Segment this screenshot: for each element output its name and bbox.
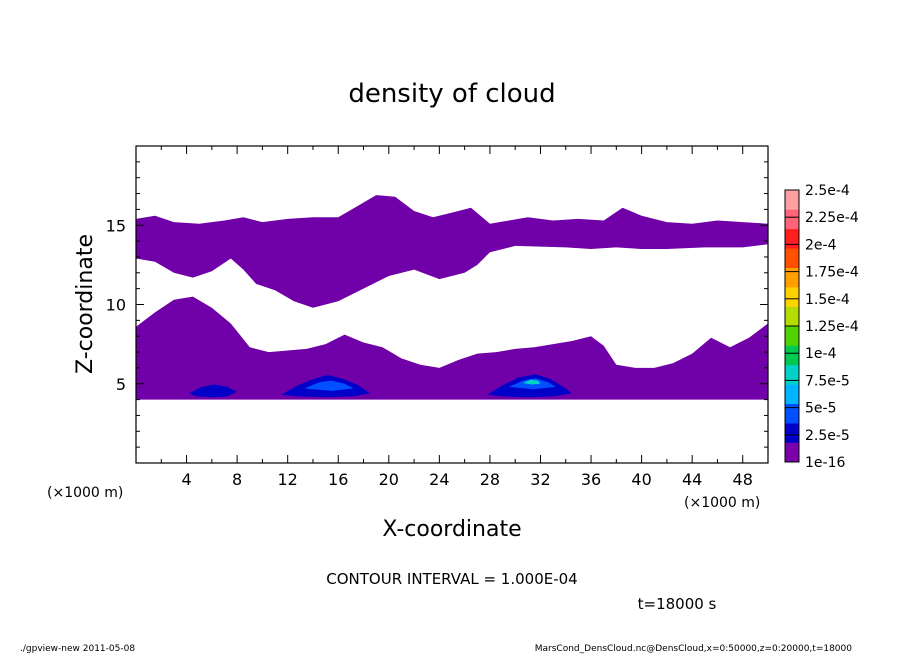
colorbar: 2.5e-4 2.25e-4 2e-4 1.75e-4 1.5e-4 1.25e-4 1e-…: [784, 183, 859, 471]
colorbar-label: 7.5e-5: [805, 373, 850, 389]
x-tick-label: 48: [733, 470, 753, 489]
colorbar-band: [785, 364, 799, 385]
x-tick-label: 24: [429, 470, 449, 489]
colorbar-label: 2e-4: [805, 237, 837, 253]
cloud-region-6: [304, 380, 354, 391]
x-tick-label: 4: [181, 470, 191, 489]
colorbar-label: 1e-16: [805, 455, 845, 471]
y-tick-label: 5: [116, 375, 126, 394]
x-tick-label: 40: [631, 470, 651, 489]
x-tick-label: 16: [328, 470, 348, 489]
plot-frame: [135, 145, 769, 464]
colorbar-band: [785, 326, 799, 346]
x-tick-label: 44: [682, 470, 702, 489]
y-axis-label: Z-coordinate: [73, 234, 98, 374]
colorbar-label: 2.5e-5: [805, 428, 850, 444]
cloud-region-3: [189, 384, 238, 398]
colorbar-label: 1.5e-4: [805, 292, 850, 308]
x-axis-ticks: 4 8 12 16 20 24 28 32 36 40 44 48: [160, 146, 753, 489]
colorbar-band: [785, 345, 799, 366]
x-tick-label: 20: [379, 470, 399, 489]
colorbar-label: 1.25e-4: [805, 319, 859, 335]
chart-title: density of cloud: [348, 79, 555, 109]
colorbar-band: [785, 403, 799, 424]
colorbar-band: [785, 423, 799, 443]
colorbar-label: 5e-5: [805, 401, 836, 417]
footer-left: ./gpview-new 2011-05-08: [20, 644, 135, 654]
colorbar-band: [785, 228, 799, 249]
x-unit-right: (×1000 m): [684, 495, 760, 511]
colorbar-label: 1.75e-4: [805, 265, 859, 281]
y-tick-label: 15: [106, 216, 126, 235]
cloud-region-8: [522, 379, 541, 385]
cloud-regions: [136, 195, 768, 400]
y-axis-ticks: 5 10 15: [106, 161, 768, 448]
colorbar-label: 2.25e-4: [805, 210, 859, 226]
x-axis-label: X-coordinate: [382, 517, 521, 542]
colorbar-label: 1e-4: [805, 346, 837, 362]
cloud-region-1: [136, 195, 768, 308]
x-tick-label: 28: [480, 470, 500, 489]
colorbar-band: [785, 287, 799, 307]
x-tick-label: 32: [530, 470, 550, 489]
y-tick-label: 10: [106, 296, 126, 315]
x-unit-left: (×1000 m): [47, 485, 123, 501]
colorbar-band: [785, 190, 799, 210]
time-label: t=18000 s: [638, 595, 717, 613]
colorbar-band: [785, 306, 799, 327]
cloud-region-2: [136, 296, 768, 400]
contour-interval: CONTOUR INTERVAL = 1.000E-04: [326, 570, 577, 588]
x-tick-label: 12: [278, 470, 298, 489]
colorbar-band: [785, 209, 799, 230]
colorbar-label: 2.5e-4: [805, 183, 850, 199]
x-tick-label: 36: [581, 470, 601, 489]
x-tick-label: 8: [232, 470, 242, 489]
colorbar-band: [785, 384, 799, 405]
colorbar-band: [785, 442, 799, 463]
colorbar-band: [785, 248, 799, 269]
colorbar-band: [785, 267, 799, 288]
footer-right: MarsCond_DensCloud.nc@DensCloud,x=0:5000…: [535, 644, 852, 654]
